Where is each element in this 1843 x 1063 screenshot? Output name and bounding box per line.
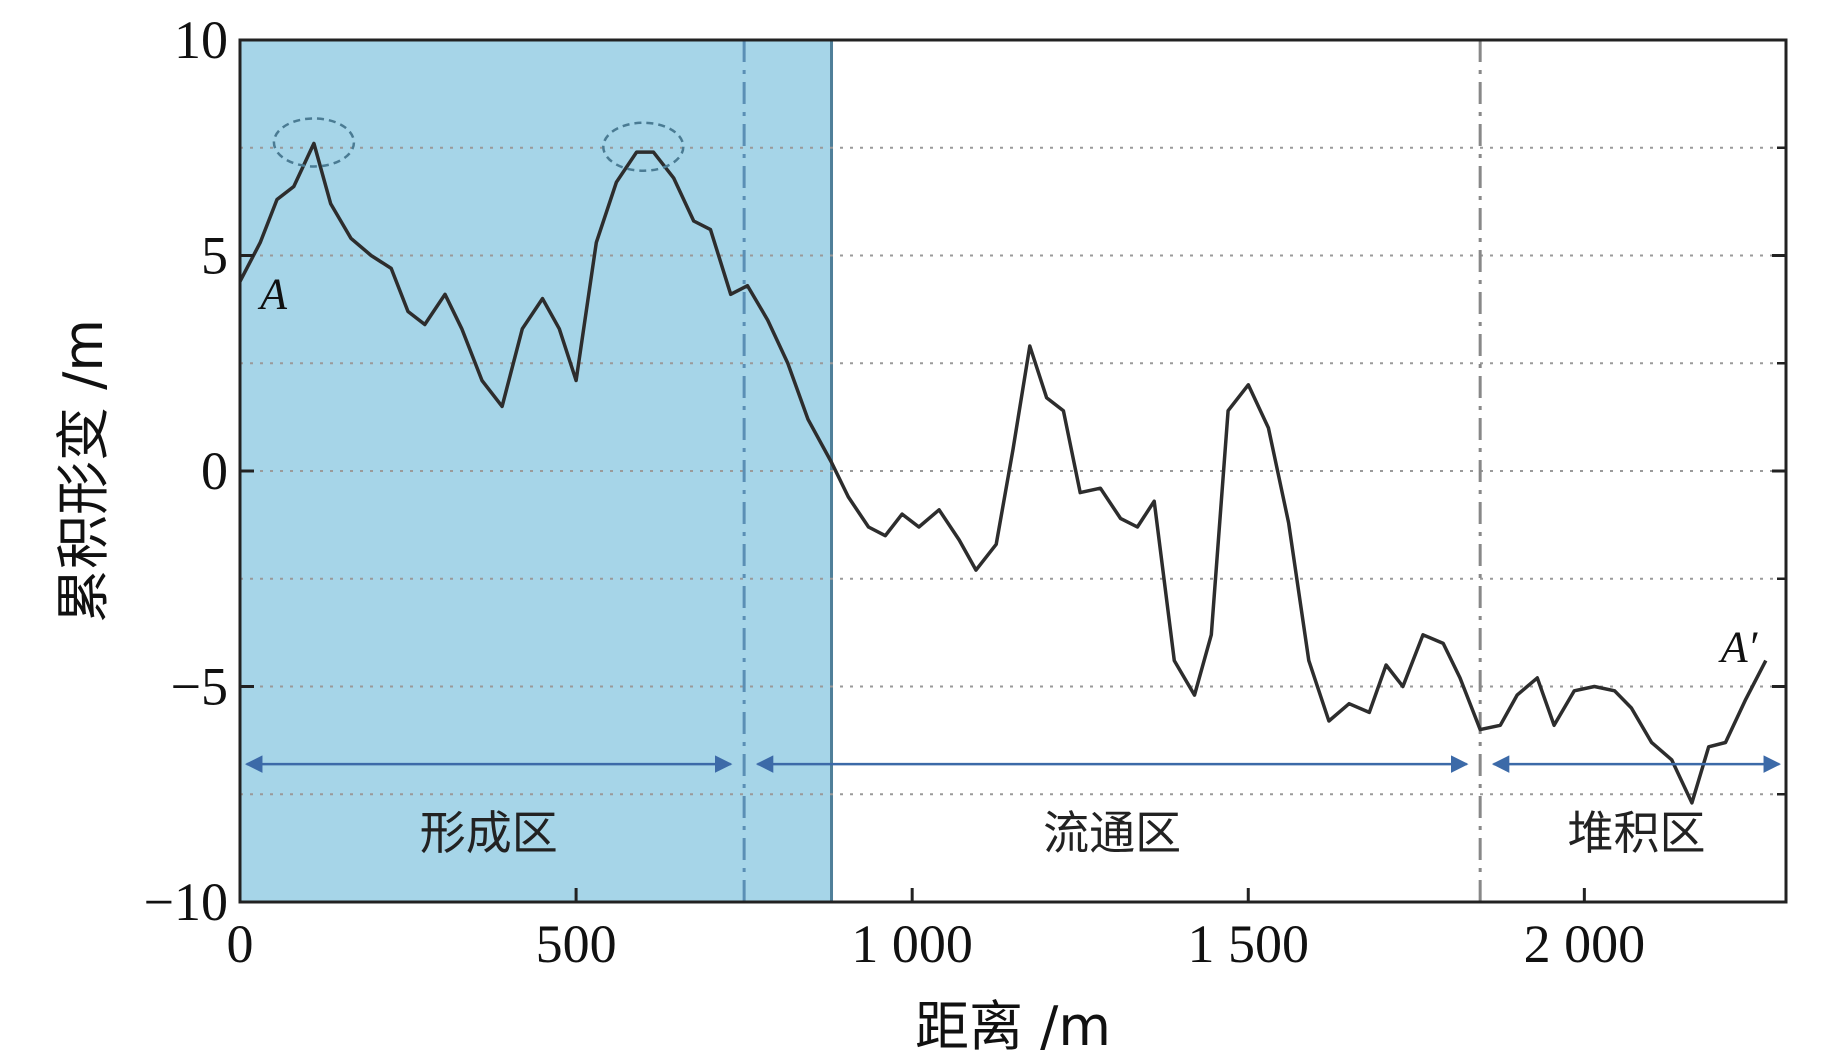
y-axis-title: 累积形变 /m (52, 319, 115, 623)
series-layer (238, 141, 1768, 805)
x-tick-label: 500 (536, 914, 617, 974)
y-tick-label: 10 (174, 10, 228, 70)
x-tick-label: 1 000 (851, 914, 973, 974)
tick-layer: 0 500 1 000 1 500 2 000 −10 −5 0 5 10 (144, 10, 1786, 974)
y-tick-label: −10 (144, 872, 228, 932)
peak-highlight-ellipse (272, 117, 356, 168)
point-label: A′ (1718, 623, 1759, 672)
x-tick-label: 0 (227, 914, 254, 974)
x-tick-label: 2 000 (1524, 914, 1646, 974)
zone-label: 形成区 (420, 806, 558, 860)
peak-highlight-ellipse (602, 121, 685, 172)
zone-label: 流通区 (1043, 806, 1181, 860)
x-tick-label: 1 500 (1188, 914, 1310, 974)
y-tick-label: −5 (171, 657, 228, 717)
zone-label: 堆积区 (1567, 806, 1705, 860)
point-label: A (257, 269, 288, 318)
grid-layer (240, 146, 1786, 796)
y-tick-label: 0 (201, 441, 228, 501)
vline-layer (742, 40, 1482, 902)
deformation-line (238, 141, 1768, 805)
y-tick-label: 5 (201, 226, 228, 286)
annotation-layer: 形成区 流通区 堆积区 A A′ (244, 117, 1782, 860)
x-axis-title: 距离 /m (915, 995, 1111, 1058)
